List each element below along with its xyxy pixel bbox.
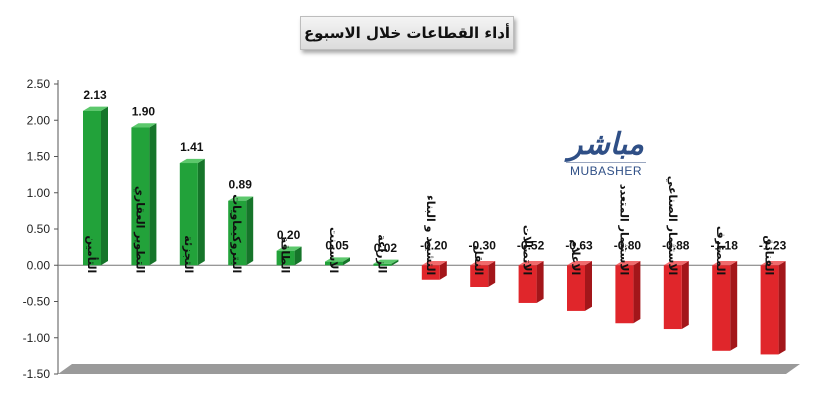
bar-side-9 — [488, 261, 496, 287]
bar-side-5 — [294, 246, 302, 266]
data-label-9: -0.30 — [469, 238, 497, 252]
category-label-11: الاعلام — [569, 239, 582, 275]
bar-side-1 — [101, 106, 108, 266]
data-label-8: -0.20 — [420, 238, 448, 252]
bar-top-15 — [760, 261, 786, 266]
bar-top-3 — [179, 158, 205, 164]
bar-side-12 — [633, 261, 641, 324]
bar-top-8 — [421, 261, 447, 266]
bar-top-2 — [131, 123, 157, 128]
bar-top-12 — [615, 261, 641, 266]
data-label-3: 1.41 — [180, 140, 204, 154]
data-label-2: 1.90 — [132, 105, 156, 119]
bar-9 — [470, 265, 489, 287]
data-label-1: 2.13 — [83, 88, 107, 102]
bar-side-6 — [343, 257, 350, 266]
bar-side-3 — [197, 158, 205, 266]
y-tick-label: 2.50 — [27, 77, 51, 91]
y-tick-label: 0.00 — [27, 258, 51, 272]
bar-top-5 — [276, 246, 302, 251]
data-label-15: -1.23 — [759, 238, 787, 252]
bar-top-11 — [567, 261, 592, 266]
category-label-3: التجزئة — [182, 235, 195, 273]
bar-top-7 — [373, 259, 399, 264]
data-label-11: -0.63 — [565, 238, 593, 252]
category-label-7: الزراعة — [375, 234, 388, 273]
category-label-14: المصارف — [714, 226, 727, 275]
y-tick-label: 0.50 — [27, 222, 51, 236]
bar-4 — [228, 200, 247, 266]
bar-1 — [83, 110, 101, 266]
y-tick-label: 1.50 — [27, 150, 51, 164]
bar-top-13 — [663, 261, 689, 266]
category-label-2: التطوير العقاري — [133, 186, 146, 273]
bar-side-11 — [585, 261, 592, 311]
bar-side-14 — [730, 261, 738, 351]
y-tick-label: -1.50 — [23, 367, 51, 381]
bar-12 — [615, 265, 634, 324]
data-label-10: -0.52 — [517, 238, 545, 252]
bar-side-8 — [439, 261, 447, 280]
mubasher-logo: مباشر MUBASHER — [560, 128, 652, 190]
category-label-10: الاتصالات — [521, 225, 534, 275]
data-label-14: -1.18 — [711, 238, 739, 252]
y-tick-label: -1.00 — [23, 331, 51, 345]
category-label-9: النقل — [472, 245, 485, 275]
bar-15 — [760, 265, 779, 355]
bar-5 — [276, 250, 295, 266]
bar-top-6 — [325, 257, 350, 262]
logo-latin-text: MUBASHER — [566, 162, 646, 179]
data-label-12: -0.80 — [614, 238, 642, 252]
category-label-6: الاسمنت — [327, 227, 340, 273]
bar-side-4 — [246, 196, 254, 266]
data-label-6: 0.05 — [325, 239, 349, 253]
bar-14 — [712, 265, 731, 351]
bar-11 — [567, 265, 585, 311]
y-tick-label: 2.00 — [27, 113, 51, 127]
bar-top-14 — [712, 261, 738, 266]
bar-7 — [373, 263, 392, 266]
chart-floor — [58, 364, 800, 374]
logo-arabic-text: مباشر — [568, 127, 644, 162]
bar-8 — [421, 265, 440, 280]
bar-10 — [518, 265, 537, 303]
bar-top-4 — [228, 196, 254, 201]
bar-6 — [325, 261, 343, 266]
category-label-4: البتروكيماويات — [230, 194, 243, 273]
category-label-15: الفنادق — [763, 235, 776, 275]
bar-top-10 — [518, 261, 544, 266]
bar-side-10 — [536, 261, 544, 303]
category-label-8: التشييد و البناء — [424, 195, 437, 275]
bar-top-9 — [470, 261, 496, 266]
data-label-7: 0.02 — [374, 241, 398, 255]
category-label-5: الطاقة — [279, 237, 292, 274]
chart-title: أداء القطاعات خلال الاسبوع — [300, 16, 514, 50]
bar-3 — [179, 163, 198, 266]
bar-side-2 — [149, 123, 157, 266]
data-label-4: 0.89 — [229, 178, 253, 192]
category-label-1: التأمين — [85, 236, 99, 274]
y-tick-label: 1.00 — [27, 186, 51, 200]
bar-top-1 — [83, 106, 108, 111]
data-label-5: 0.20 — [277, 228, 301, 242]
category-label-12: الاستثمار المتعدد — [617, 184, 630, 275]
bar-side-13 — [681, 261, 689, 330]
bar-side-7 — [391, 259, 399, 266]
bar-2 — [131, 127, 150, 266]
bar-side-15 — [778, 261, 786, 355]
y-tick-label: -0.50 — [23, 295, 51, 309]
bar-13 — [663, 265, 682, 330]
category-label-13: الاستثمار الصناعي — [666, 176, 679, 275]
data-label-13: -0.88 — [662, 238, 690, 252]
